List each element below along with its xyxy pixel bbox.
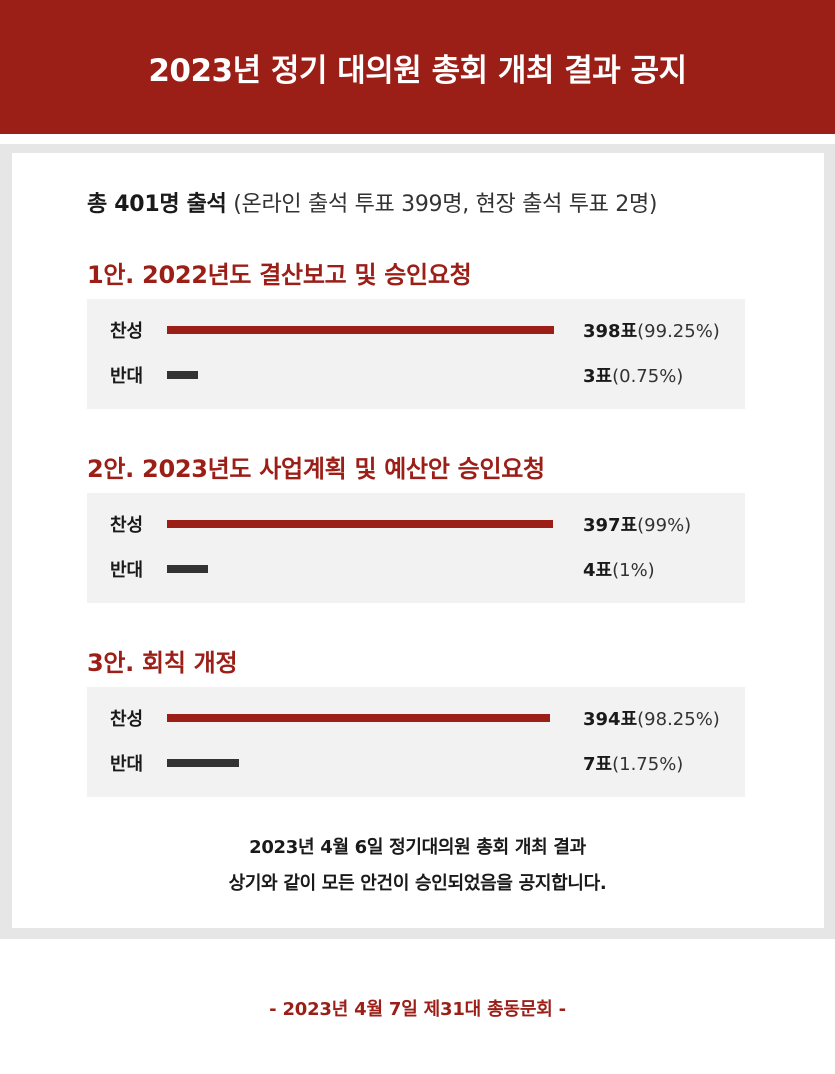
agenda-2-yes-result: 397표(99%) xyxy=(583,511,691,537)
page-title: 2023년 정기 대의원 총회 개최 결과 공지 xyxy=(148,52,687,89)
agenda-1-title: 1안. 2022년도 결산보고 및 승인요청 xyxy=(87,261,472,289)
notice-line-1: 2023년 4월 6일 정기대의원 총회 개최 결과 xyxy=(249,837,586,858)
yes-label: 찬성 xyxy=(110,321,144,342)
agenda-3-yes-row: 찬성 394표(98.25%) xyxy=(87,702,745,732)
agenda-1-yes-result: 398표(99.25%) xyxy=(583,317,720,343)
agenda-2-vote-box: 찬성 397표(99%) 반대 4표(1%) xyxy=(87,493,745,603)
no-label: 반대 xyxy=(110,366,144,387)
vote-count: 3표 xyxy=(583,366,613,387)
no-label: 반대 xyxy=(110,560,144,581)
vote-percent: (98.25%) xyxy=(637,709,720,730)
agenda-1-yes-row: 찬성 398표(99.25%) xyxy=(87,314,745,344)
agenda-3-no-result: 7표(1.75%) xyxy=(583,750,683,776)
agenda-1-no-row: 반대 3표(0.75%) xyxy=(87,359,745,389)
agenda-3-yes-bar xyxy=(167,714,550,722)
attendance-summary: 총 401명 출석 (온라인 출석 투표 399명, 현장 출석 투표 2명) xyxy=(87,186,658,218)
agenda-3-title: 3안. 회칙 개정 xyxy=(87,649,238,677)
no-label: 반대 xyxy=(110,754,144,775)
footer-signature: - 2023년 4월 7일 제31대 총동문회 - xyxy=(269,999,566,1020)
yes-label: 찬성 xyxy=(110,515,144,536)
vote-percent: (0.75%) xyxy=(612,366,684,387)
vote-percent: (99%) xyxy=(637,515,692,536)
agenda-1-no-result: 3표(0.75%) xyxy=(583,362,683,388)
vote-count: 7표 xyxy=(583,754,613,775)
agenda-2-title: 2안. 2023년도 사업계획 및 예산안 승인요청 xyxy=(87,455,545,483)
agenda-2-no-row: 반대 4표(1%) xyxy=(87,553,745,583)
header-banner: 2023년 정기 대의원 총회 개최 결과 공지 xyxy=(0,0,835,134)
agenda-2-yes-bar xyxy=(167,520,553,528)
vote-percent: (1.75%) xyxy=(612,754,684,775)
vote-count: 398표 xyxy=(583,321,638,342)
vote-percent: (99.25%) xyxy=(637,321,720,342)
agenda-1-yes-bar xyxy=(167,326,554,334)
vote-count: 4표 xyxy=(583,560,613,581)
agenda-3-vote-box: 찬성 394표(98.25%) 반대 7표(1.75%) xyxy=(87,687,745,797)
vote-count: 397표 xyxy=(583,515,638,536)
agenda-2-no-result: 4표(1%) xyxy=(583,556,655,582)
vote-count: 394표 xyxy=(583,709,638,730)
agenda-3-no-row: 반대 7표(1.75%) xyxy=(87,747,745,777)
attendance-detail: (온라인 출석 투표 399명, 현장 출석 투표 2명) xyxy=(233,192,658,217)
notice-line-2: 상기와 같이 모든 안건이 승인되었음을 공지합니다. xyxy=(228,873,607,894)
vote-percent: (1%) xyxy=(612,560,655,581)
agenda-2-no-bar xyxy=(167,565,208,573)
attendance-total: 총 401명 출석 xyxy=(87,192,227,217)
agenda-1-no-bar xyxy=(167,371,198,379)
yes-label: 찬성 xyxy=(110,709,144,730)
agenda-2-yes-row: 찬성 397표(99%) xyxy=(87,508,745,538)
agenda-3-yes-result: 394표(98.25%) xyxy=(583,705,720,731)
agenda-1-vote-box: 찬성 398표(99.25%) 반대 3표(0.75%) xyxy=(87,299,745,409)
agenda-3-no-bar xyxy=(167,759,239,767)
